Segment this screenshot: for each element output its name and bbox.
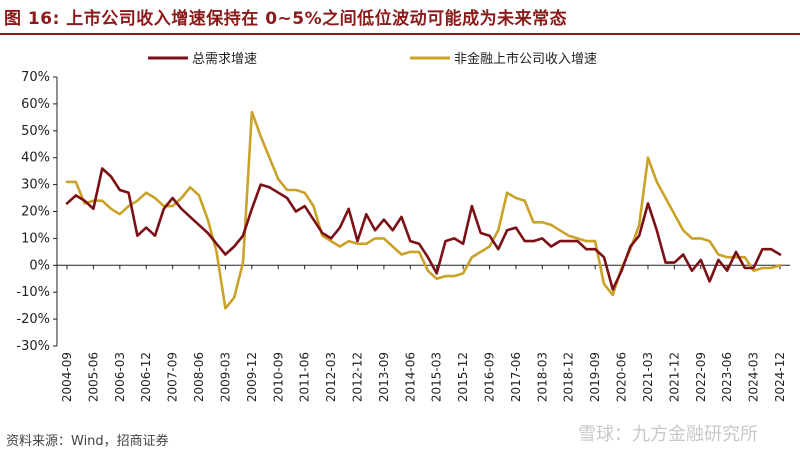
title-underline [0,33,800,35]
x-tick-label: 2019-09 [588,352,602,402]
x-tick-label: 2016-09 [483,352,497,402]
legend: 总需求增速 非金融上市公司收入增速 [148,51,597,67]
x-tick-label: 2005-06 [86,352,100,402]
x-tick-label: 2014-06 [403,352,417,402]
x-tick-label: 2010-09 [271,352,285,402]
x-tick-label: 2021-12 [667,352,681,402]
plot-lines [65,110,782,310]
legend-label-total-demand: 总需求增速 [192,52,257,67]
y-tick-label: 20% [21,205,50,220]
x-tick-label: 2009-12 [245,352,259,402]
y-tick-label: 10% [21,231,50,246]
x-tick-label: 2011-06 [298,352,312,402]
x-tick-label: 2024-03 [747,352,761,402]
x-tick-label: 2006-03 [113,352,127,402]
x-tick-label: 2015-03 [430,352,444,402]
x-tick-label: 2004-09 [60,352,74,402]
x-tick-label: 2021-03 [641,352,655,402]
x-tick-label: 2012-12 [350,352,364,402]
x-tick-label: 2006-12 [139,352,153,402]
x-tick-label: 2020-06 [615,352,629,402]
legend-label-nonfin-revenue: 非金融上市公司收入增速 [454,51,597,67]
x-tick-label: 2007-09 [166,352,180,402]
series-line-total-demand [65,167,782,291]
y-tick-label: -20% [16,312,50,327]
y-tick-label: 70% [21,70,50,85]
x-tick-label: 2012-03 [324,352,338,402]
figure-title: 图 16: 上市公司收入增速保持在 0~5%之间低位波动可能成为未来常态 [4,9,568,29]
series-line-nonfin-revenue [65,110,782,310]
y-tick-label: -30% [16,339,50,354]
y-tick-label: 50% [21,124,50,139]
y-tick-label: 60% [21,97,50,112]
x-tick-label: 2018-03 [535,352,549,402]
x-tick-label: 2009-03 [218,352,232,402]
x-tick-label: 2022-09 [694,352,708,402]
x-tick-label: 2023-06 [720,352,734,402]
source-note: 资料来源：Wind，招商证券 [6,434,169,449]
y-tick-label: 30% [21,178,50,193]
y-axis: 70% 60% 50% 40% 30% 20% 10% 0% -10% -20% -30% [16,70,58,354]
x-tick-label: 2008-06 [192,352,206,402]
y-tick-label: 40% [21,151,50,166]
x-axis: 2004-09 2005-06 2006-03 2006-12 2007-09 2008-… [57,264,790,402]
watermark: 雪球：九方金融研究所 [578,424,758,445]
y-tick-label: 0% [29,258,50,273]
y-tick-label: -10% [16,285,50,300]
x-tick-label: 2015-12 [456,352,470,402]
x-tick-label: 2018-12 [562,352,576,402]
x-tick-label: 2024-12 [773,352,787,402]
x-tick-label: 2017-06 [509,352,523,402]
x-tick-label: 2013-09 [377,352,391,402]
